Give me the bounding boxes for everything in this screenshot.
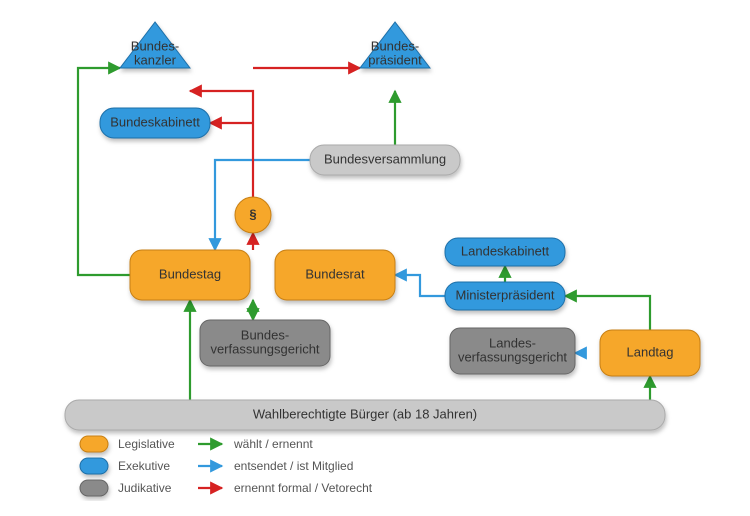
node-kanzler-label: kanzler — [134, 53, 177, 68]
node-kabinett-label: Bundeskabinett — [110, 114, 200, 129]
legend-swatch-label: Legislative — [118, 437, 175, 451]
node-landtag-label: Landtag — [627, 344, 674, 359]
node-ministerpr-label: Ministerpräsident — [456, 287, 555, 302]
node-bundestag: Bundestag — [130, 250, 250, 300]
node-bvg: Bundes-verfassungsgericht — [200, 320, 330, 366]
legend-swatch-judicative — [80, 480, 108, 496]
legend-swatch-label: Judikative — [118, 481, 172, 495]
node-bundestag-label: Bundestag — [159, 266, 221, 281]
node-lkabinett: Landeskabinett — [445, 238, 565, 266]
legend-arrow-label: wählt / ernennt — [233, 437, 313, 451]
node-praesident-label: Bundes- — [371, 39, 419, 54]
nodes-layer: Bundes-kanzlerBundes-präsidentBundeskabi… — [65, 22, 700, 430]
node-versammlung-label: Bundesversammlung — [324, 151, 446, 166]
node-praesident-label: präsident — [368, 53, 422, 68]
node-landtag: Landtag — [600, 330, 700, 376]
node-kanzler: Bundes-kanzler — [120, 22, 190, 68]
node-paragraph-label: § — [249, 206, 256, 221]
node-buerger-label: Wahlberechtigte Bürger (ab 18 Jahren) — [253, 406, 477, 421]
legend-arrow-label: entsendet / ist Mitglied — [234, 459, 353, 473]
node-lkabinett-label: Landeskabinett — [461, 243, 550, 258]
node-lvg-label: verfassungsgericht — [458, 349, 567, 364]
node-kanzler-label: Bundes- — [131, 39, 179, 54]
edge — [565, 296, 650, 330]
legend: Legislative wählt / ernennt Exekutive entse… — [80, 436, 373, 496]
node-bundesrat: Bundesrat — [275, 250, 395, 300]
node-lvg-label: Landes- — [489, 335, 536, 350]
edge — [190, 91, 253, 197]
diagram-canvas: Bundes-kanzlerBundes-präsidentBundeskabi… — [0, 0, 750, 516]
node-versammlung: Bundesversammlung — [310, 145, 460, 175]
node-bvg-label: verfassungsgericht — [210, 341, 319, 356]
legend-swatch-executive — [80, 458, 108, 474]
node-kabinett: Bundeskabinett — [100, 108, 210, 138]
edge — [78, 68, 130, 275]
node-paragraph: § — [235, 197, 271, 233]
node-buerger: Wahlberechtigte Bürger (ab 18 Jahren) — [65, 400, 665, 430]
node-ministerpr: Ministerpräsident — [445, 282, 565, 310]
node-praesident: Bundes-präsident — [360, 22, 430, 68]
node-lvg: Landes-verfassungsgericht — [450, 328, 575, 374]
legend-swatch-legislative — [80, 436, 108, 452]
node-bundesrat-label: Bundesrat — [305, 266, 365, 281]
node-bvg-label: Bundes- — [241, 327, 289, 342]
legend-arrow-label: ernennt formal / Vetorecht — [234, 481, 373, 495]
legend-swatch-label: Exekutive — [118, 459, 170, 473]
edge — [395, 275, 445, 296]
